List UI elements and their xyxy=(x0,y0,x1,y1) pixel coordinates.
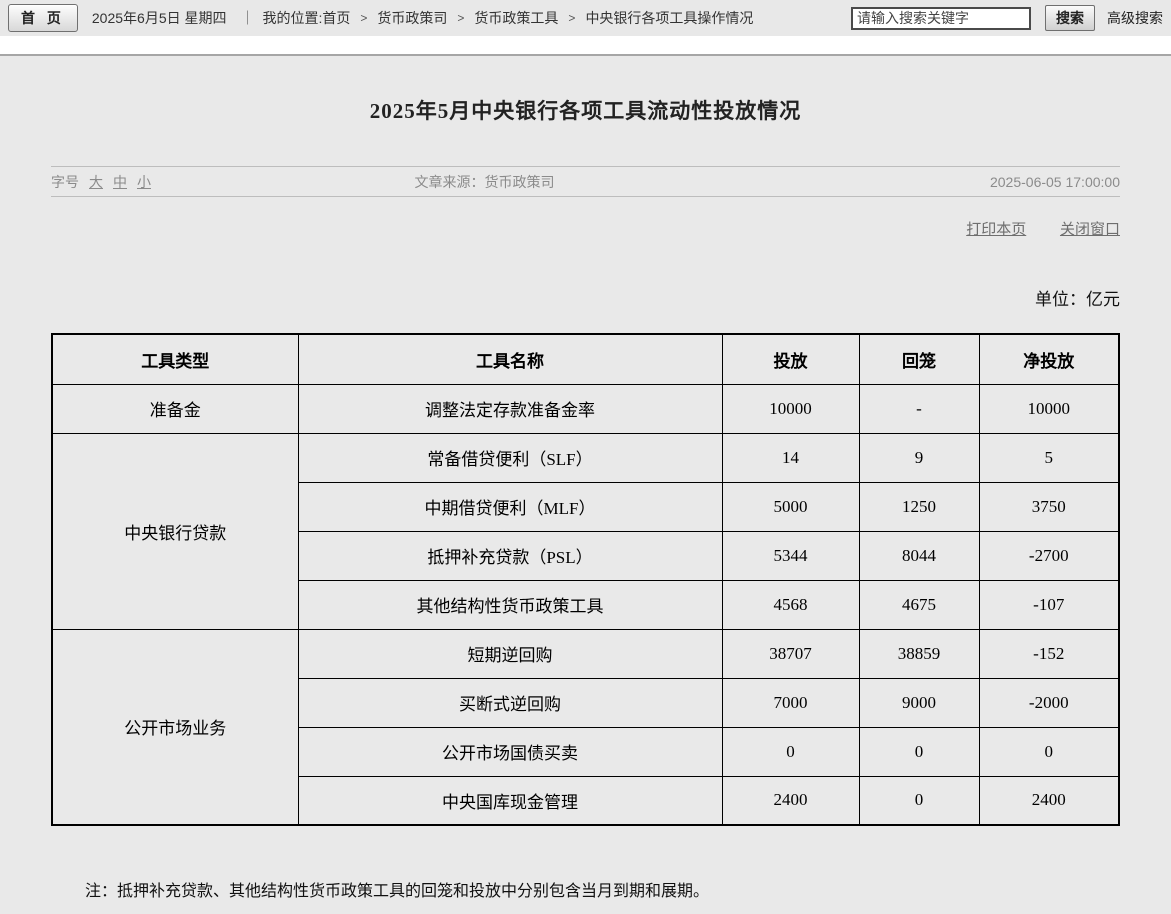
tool-type-cell: 公开市场业务 xyxy=(51,628,299,826)
value-cell: 10000 xyxy=(721,383,860,434)
close-window-link[interactable]: 关闭窗口 xyxy=(1059,222,1120,238)
breadcrumb-separator: > xyxy=(360,11,368,25)
value-cell: - xyxy=(858,383,980,434)
breadcrumb-current-page: 中央银行各项工具操作情况 xyxy=(585,10,754,26)
table-row: 中央国库现金管理 2400 0 2400 xyxy=(52,775,1120,826)
value-cell: 2400 xyxy=(721,775,860,826)
tool-name-cell: 中央国库现金管理 xyxy=(297,775,723,826)
value-cell: 5344 xyxy=(721,530,860,581)
home-button[interactable]: 首 页 xyxy=(8,4,78,32)
page-actions: 打印本页 关闭窗口 xyxy=(51,218,1120,239)
table-row: 抵押补充贷款（PSL） 5344 8044 -2700 xyxy=(52,530,1120,581)
article-meta-bar: 字号 大 中 小 文章来源：货币政策司 2025-06-05 17:00:00 xyxy=(51,166,1120,197)
breadcrumb-dept-link[interactable]: 货币政策司 xyxy=(377,10,448,26)
column-header-injection: 投放 xyxy=(721,333,860,385)
value-cell: 0 xyxy=(978,726,1120,777)
unit-label: 单位：亿元 xyxy=(1035,290,1120,309)
value-cell: 5000 xyxy=(721,481,860,532)
breadcrumb-separator: > xyxy=(457,11,465,25)
white-strip xyxy=(0,36,1171,54)
liquidity-table: 工具类型 工具名称 投放 回笼 净投放 准备金 调整法定存款准备金率 10000-1… xyxy=(51,333,1120,826)
value-cell: 9 xyxy=(858,432,980,483)
font-size-label: 字号 xyxy=(51,173,79,190)
table-row: 其他结构性货币政策工具 4568 4675 -107 xyxy=(52,579,1120,630)
value-cell: -152 xyxy=(978,628,1120,679)
article-source: 文章来源：货币政策司 xyxy=(414,173,555,190)
article-datetime: 2025-06-05 17:00:00 xyxy=(989,173,1120,190)
top-bar: 首 页 2025年6月5日 星期四 ｜ 我的位置: 首页 > 货币政策司 > 货… xyxy=(0,0,1171,36)
table-row: 准备金 调整法定存款准备金率 10000-10000 xyxy=(51,383,1120,434)
column-header-tool-name: 工具名称 xyxy=(297,333,723,385)
column-header-net-injection: 净投放 xyxy=(978,333,1120,385)
page-title: 2025年5月中央银行各项工具流动性投放情况 xyxy=(369,99,802,123)
tool-type-cell: 中央银行贷款 xyxy=(51,432,299,630)
tool-name-cell: 常备借贷便利（SLF） xyxy=(297,432,723,483)
font-size-small-link[interactable]: 小 xyxy=(137,173,151,190)
tool-name-cell: 短期逆回购 xyxy=(297,628,723,679)
value-cell: 5 xyxy=(978,432,1120,483)
tool-type-cell: 准备金 xyxy=(51,383,299,434)
advanced-search-link[interactable]: 高级搜索 xyxy=(1107,10,1163,26)
tool-name-cell: 中期借贷便利（MLF） xyxy=(297,481,723,532)
table-body: 准备金 调整法定存款准备金率 10000-10000 中央银行贷款 常备借贷便利（SLF… xyxy=(51,383,1120,826)
breadcrumb-home-link[interactable]: 首页 xyxy=(322,10,351,26)
value-cell: 7000 xyxy=(721,677,860,728)
value-cell: 14 xyxy=(721,432,860,483)
value-cell: 0 xyxy=(858,775,980,826)
column-header-tool-type: 工具类型 xyxy=(51,333,299,385)
value-cell: 38707 xyxy=(721,628,860,679)
search-button[interactable]: 搜索 xyxy=(1045,5,1095,31)
tool-name-cell: 买断式逆回购 xyxy=(297,677,723,728)
value-cell: -2700 xyxy=(978,530,1120,581)
table-footnote: 注：抵押补充贷款、其他结构性货币政策工具的回笼和投放中分别包含当月到期和展期。 xyxy=(85,883,710,900)
search-input[interactable] xyxy=(851,6,1031,30)
font-size-large-link[interactable]: 大 xyxy=(89,173,103,190)
value-cell: 38859 xyxy=(858,628,980,679)
table-row: 中期借贷便利（MLF） 5000 1250 3750 xyxy=(52,481,1120,532)
current-date: 2025年6月5日 星期四 xyxy=(91,10,227,26)
value-cell: 4675 xyxy=(858,579,980,630)
tool-name-cell: 公开市场国债买卖 xyxy=(297,726,723,777)
value-cell: 2400 xyxy=(978,775,1120,826)
value-cell: 0 xyxy=(721,726,860,777)
tool-name-cell: 调整法定存款准备金率 xyxy=(297,383,723,434)
value-cell: 0 xyxy=(858,726,980,777)
value-cell: 1250 xyxy=(858,481,980,532)
value-cell: 3750 xyxy=(978,481,1120,532)
article-content: 2025年5月中央银行各项工具流动性投放情况 字号 大 中 小 文章来源：货币政… xyxy=(0,56,1171,914)
table-row: 中央银行贷款 常备借贷便利（SLF） 14 9 5 xyxy=(51,432,1120,630)
table-row: 公开市场业务 短期逆回购 38707 38859 -152 xyxy=(51,628,1120,826)
value-cell: 10000 xyxy=(978,383,1120,434)
font-size-controls: 字号 大 中 小 xyxy=(51,172,414,192)
breadcrumb-tools-link[interactable]: 货币政策工具 xyxy=(474,10,559,26)
table-header-row: 工具类型 工具名称 投放 回笼 净投放 xyxy=(51,333,1120,385)
horizontal-divider xyxy=(0,54,1171,56)
value-cell: -107 xyxy=(978,579,1120,630)
pipe-separator: ｜ xyxy=(240,10,255,26)
table-row: 买断式逆回购 7000 9000 -2000 xyxy=(52,677,1120,728)
location-label: 我的位置: xyxy=(262,10,323,26)
tool-name-cell: 其他结构性货币政策工具 xyxy=(297,579,723,630)
tool-name-cell: 抵押补充贷款（PSL） xyxy=(297,530,723,581)
font-size-medium-link[interactable]: 中 xyxy=(113,173,127,190)
column-header-withdrawal: 回笼 xyxy=(858,333,980,385)
value-cell: 9000 xyxy=(858,677,980,728)
search-area: 搜索 高级搜索 xyxy=(851,5,1163,31)
value-cell: 4568 xyxy=(721,579,860,630)
breadcrumb-separator: > xyxy=(568,11,576,25)
value-cell: -2000 xyxy=(978,677,1120,728)
value-cell: 8044 xyxy=(858,530,980,581)
print-page-link[interactable]: 打印本页 xyxy=(966,222,1027,238)
